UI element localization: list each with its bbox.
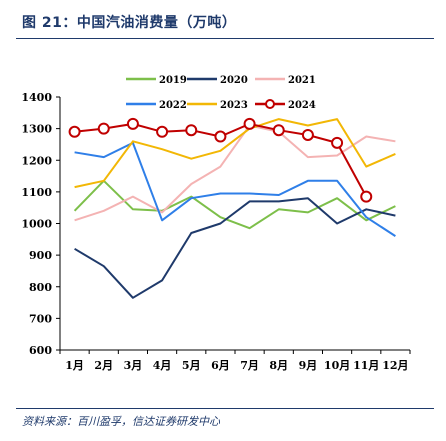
legend-label-2024: 2024 [288,100,316,111]
series-line-2022 [74,141,396,237]
legend-marker-2024 [265,99,275,109]
chart-axes: 600 700 800 900 1000 1100 1200 1300 1400 1月 2月 3月 4月… [21,91,411,372]
legend-label-2021: 2021 [288,75,316,86]
data-point-2024 [331,136,344,149]
data-point-2024 [301,128,314,141]
y-tick-label: 800 [29,281,52,294]
legend-label-2019: 2019 [159,75,187,86]
x-tick-label: 7月 [240,359,259,372]
data-point-2024 [68,125,81,138]
x-tick-label: 8月 [269,359,288,372]
legend-label-2023: 2023 [220,100,248,111]
source-note: 资料来源：百川盈孚，信达证券研发中心 [22,415,220,428]
y-tick-label: 1200 [21,154,52,167]
x-tick-label: 11月 [353,359,379,372]
series-markers [68,117,373,203]
chart-legend: 2019 2020 2021 2022 2023 2024 [126,75,316,111]
data-point-2024 [243,117,256,130]
series-line-2019 [73,179,396,230]
x-tick-label: 5月 [182,359,201,372]
legend-label-2022: 2022 [159,100,187,111]
bottom-divider [16,408,434,409]
y-tick-label: 900 [29,249,52,262]
x-tick-label: 1月 [65,359,84,372]
legend-label-2020: 2020 [220,75,248,86]
data-point-2024 [214,130,227,143]
data-point-2024 [126,117,139,130]
series-lines [73,118,396,299]
x-tick-label: 2月 [94,359,113,372]
x-tick-label: 9月 [299,359,318,372]
y-tick-label: 700 [29,312,52,325]
series-line-2023 [74,118,396,189]
y-tick-label: 1300 [21,123,52,136]
data-point-2024 [360,190,373,203]
x-tick-label: 10月 [324,359,350,372]
top-divider [16,38,434,39]
x-tick-label: 6月 [211,359,230,372]
x-tick-label: 3月 [124,359,143,372]
data-point-2024 [185,124,198,137]
x-tick-label: 12月 [382,359,408,372]
y-tick-label: 600 [29,344,52,357]
data-point-2024 [272,124,285,137]
chart-title: 图 21：中国汽油消费量（万吨） [22,15,237,31]
y-tick-label: 1100 [21,186,52,199]
y-tick-label: 1000 [21,218,52,231]
series-line-2020 [74,197,396,299]
data-point-2024 [156,125,169,138]
y-tick-label: 1400 [21,91,52,104]
x-tick-label: 4月 [153,359,172,372]
data-point-2024 [97,122,110,135]
